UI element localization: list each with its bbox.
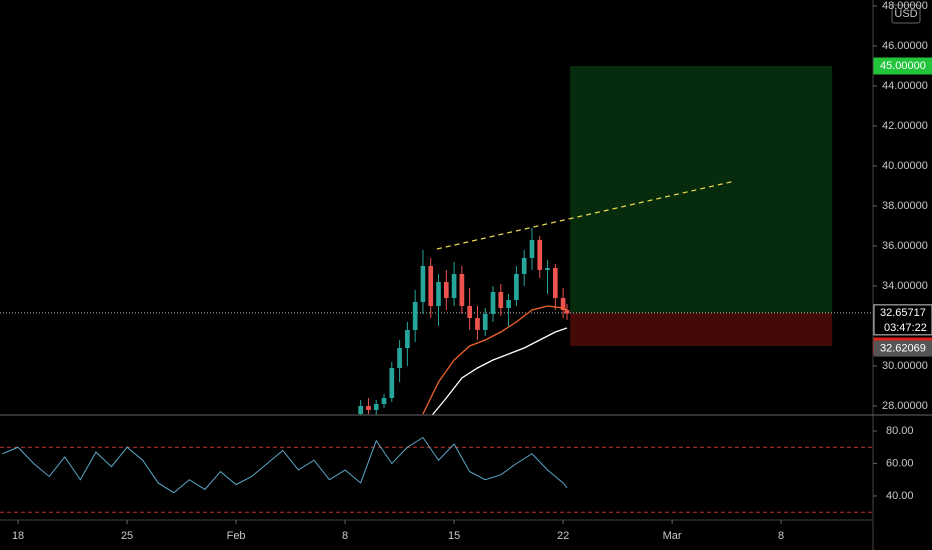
y-tick-label: 60.00	[886, 457, 914, 469]
candle-body	[545, 268, 550, 270]
x-tick-label: 8	[342, 530, 348, 542]
rsi-pane	[0, 436, 873, 513]
y-tick-label: 80.00	[886, 425, 914, 437]
candle-body	[443, 282, 449, 298]
price-tag-label: 32.65717	[880, 307, 926, 319]
last-price-tag	[874, 340, 932, 357]
candle-body	[552, 268, 558, 298]
candle-body	[381, 398, 387, 404]
x-tick-label: 22	[557, 530, 569, 542]
y-tick-label: 40.00	[886, 490, 914, 502]
y-tick-label: 28.00000	[882, 400, 928, 412]
candle-body	[366, 406, 371, 410]
candle-body	[490, 292, 496, 314]
x-tick-label: 18	[12, 530, 24, 542]
countdown: 03:47:22	[884, 322, 927, 334]
candle-body	[475, 318, 480, 330]
target-zone	[570, 66, 833, 313]
candle-body	[521, 258, 527, 274]
y-tick-label: 46.00000	[882, 40, 928, 52]
candle-body	[514, 274, 519, 300]
rsi-line	[2, 436, 568, 494]
currency-box[interactable]	[891, 4, 921, 24]
candle-body	[564, 310, 570, 314]
stop-zone	[570, 312, 833, 346]
y-tick-label: 42.00000	[882, 120, 928, 132]
candle-body	[498, 292, 504, 308]
candle-body	[373, 404, 379, 410]
last-price-label: 32.62069	[880, 342, 926, 354]
y-tick-label: 36.00000	[882, 240, 928, 252]
price-pane	[0, 66, 873, 415]
price-tag	[873, 57, 932, 75]
x-tick-label: 15	[448, 530, 460, 542]
y-tick-label: 40.00000	[882, 160, 928, 172]
trendline	[436, 180, 736, 250]
price-tag-label: 45.00000	[880, 60, 926, 72]
candle-body	[428, 266, 434, 306]
candle-body	[397, 348, 402, 368]
moving-average	[422, 305, 568, 415]
candle-body	[436, 282, 441, 306]
candle-body	[482, 314, 488, 330]
candle-body	[467, 306, 473, 318]
candle-body	[451, 274, 457, 298]
candle-body	[420, 266, 426, 302]
candle-body	[389, 368, 395, 398]
x-tick-label: Feb	[227, 530, 246, 542]
x-tick-label: Mar	[663, 530, 682, 542]
candle-body	[405, 330, 410, 348]
y-tick-label: 44.00000	[882, 80, 928, 92]
candle-body	[537, 240, 543, 270]
currency: USD	[894, 8, 917, 20]
moving-average	[431, 327, 568, 415]
candle-body	[560, 298, 566, 310]
x-tick-label: 8	[778, 530, 784, 542]
price-tag	[873, 304, 932, 336]
y-tick-label: 38.00000	[882, 200, 928, 212]
candle-body	[529, 240, 535, 258]
candle-body	[506, 300, 511, 308]
y-tick-label: 34.00000	[882, 280, 928, 292]
y-tick-label: 30.00000	[882, 360, 928, 372]
x-tick-label: 25	[121, 530, 133, 542]
candle-body	[358, 406, 363, 414]
candle-body	[459, 274, 465, 306]
y-tick-label: 48.00000	[882, 0, 928, 12]
candle-body	[412, 302, 418, 330]
